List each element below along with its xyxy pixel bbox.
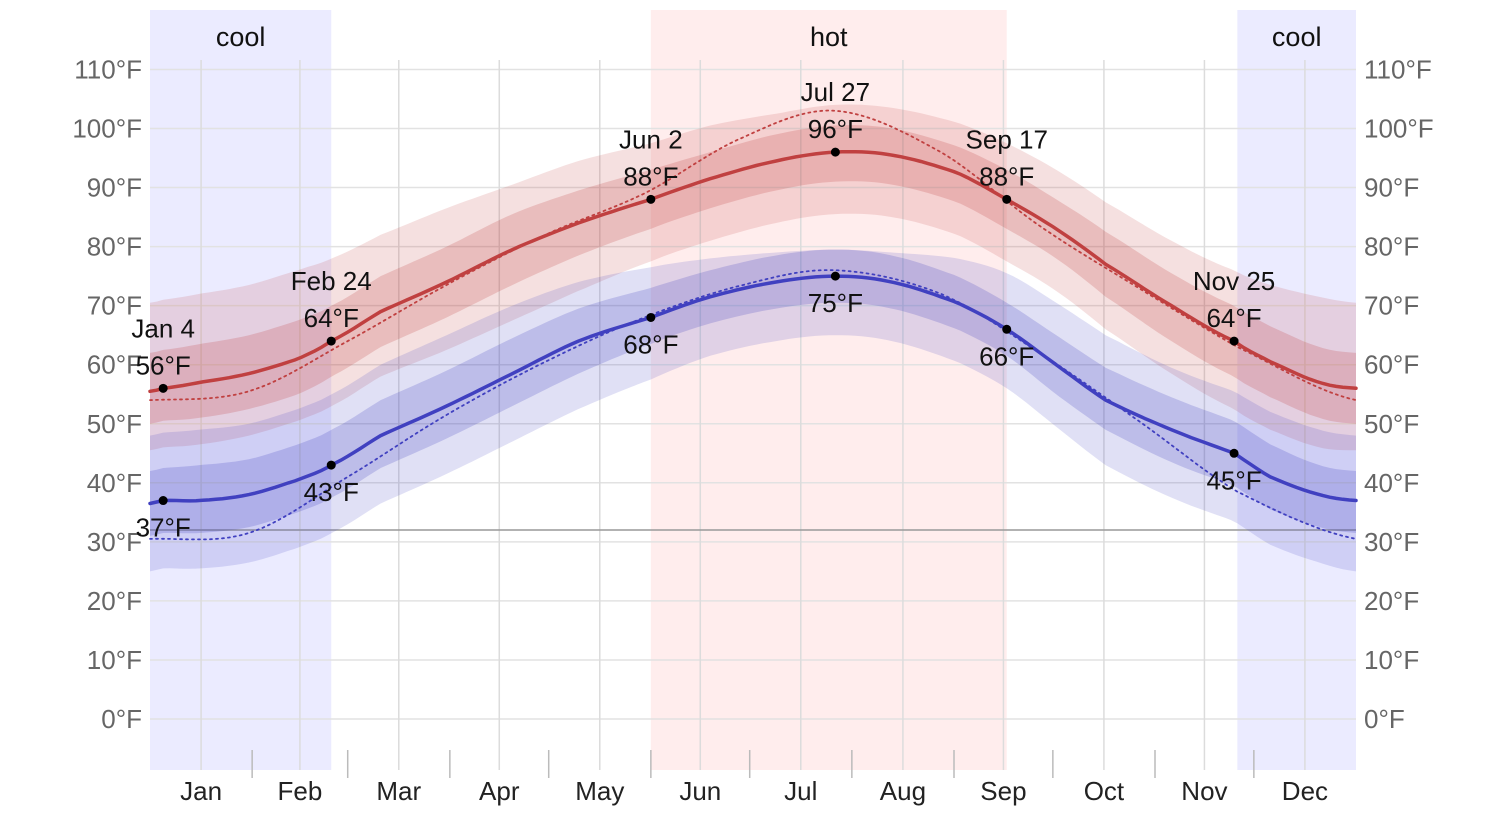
y-tick-left-110: 110°F bbox=[74, 54, 142, 84]
high-band-p10-p90 bbox=[150, 104, 1356, 451]
annotation-low-7-value: 43°F bbox=[304, 477, 359, 507]
y-tick-right-0: 0°F bbox=[1364, 704, 1405, 734]
month-label-Feb: Feb bbox=[278, 776, 323, 806]
x-axis-months: Jan Feb Mar Apr May Jun Jul Aug Sep Oct Nov Dec bbox=[180, 776, 1328, 806]
high-dotted-line bbox=[149, 109, 1357, 401]
month-label-Sep: Sep bbox=[980, 776, 1026, 806]
y-tick-right-100: 100°F bbox=[1364, 114, 1434, 144]
annotation-high-1-dot bbox=[326, 336, 336, 346]
y-tick-left-0: 0°F bbox=[101, 704, 142, 734]
month-label-Oct: Oct bbox=[1084, 776, 1125, 806]
annotation-high-4-value: 88°F bbox=[979, 161, 1034, 191]
season-band-cool bbox=[1237, 10, 1356, 770]
annotation-low-7-dot bbox=[326, 460, 336, 470]
annotation-high-1-date: Feb 24 bbox=[291, 266, 372, 296]
y-tick-left-50: 50°F bbox=[87, 409, 142, 439]
annotation-high-0-dot bbox=[158, 383, 168, 393]
month-label-Mar: Mar bbox=[376, 776, 421, 806]
annotation-low-11-value: 45°F bbox=[1206, 465, 1261, 495]
high-line bbox=[148, 149, 1358, 394]
month-label-Jul: Jul bbox=[784, 776, 817, 806]
annotation-low-9-value: 75°F bbox=[808, 288, 863, 318]
annotation-high-2-value: 88°F bbox=[623, 161, 678, 191]
y-tick-right-40: 40°F bbox=[1364, 468, 1419, 498]
month-label-Dec: Dec bbox=[1282, 776, 1328, 806]
y-tick-right-110: 110°F bbox=[1364, 54, 1432, 84]
y-axis-right: 0°F 10°F 20°F 30°F 40°F 50°F 60°F 70°F 80°F 90°F 1… bbox=[1364, 54, 1434, 734]
y-tick-right-20: 20°F bbox=[1364, 586, 1419, 616]
annotation-high-3-value: 96°F bbox=[808, 114, 863, 144]
annotation-low-8-dot bbox=[646, 312, 656, 322]
y-tick-right-80: 80°F bbox=[1364, 232, 1419, 262]
y-tick-left-80: 80°F bbox=[87, 232, 142, 262]
y-tick-left-60: 60°F bbox=[87, 350, 142, 380]
annotation-low-10-value: 66°F bbox=[979, 341, 1034, 371]
annotation-low-6-dot bbox=[158, 496, 168, 506]
annotation-low-10-dot bbox=[1002, 324, 1012, 334]
month-label-Apr: Apr bbox=[479, 776, 520, 806]
month-label-Nov: Nov bbox=[1181, 776, 1227, 806]
high-band-p25-p75 bbox=[150, 125, 1356, 424]
season-bands: cool hot cool bbox=[150, 10, 1356, 770]
month-label-Jun: Jun bbox=[679, 776, 721, 806]
annotation-high-4-date: Sep 17 bbox=[966, 124, 1048, 154]
annotations: 56°F Jan 4 64°F Feb 24 88°F Jun 2 96°F Jul 27 88… bbox=[131, 77, 1275, 542]
season-label-hot: hot bbox=[810, 22, 848, 52]
annotation-high-5-value: 64°F bbox=[1206, 303, 1261, 333]
y-axis-left: 0°F 10°F 20°F 30°F 40°F 50°F 60°F 70°F 80°F 90°F 1… bbox=[72, 54, 142, 734]
y-tick-left-20: 20°F bbox=[87, 586, 142, 616]
y-tick-right-30: 30°F bbox=[1364, 527, 1419, 557]
annotation-high-4-dot bbox=[1002, 194, 1012, 204]
annotation-low-9-dot bbox=[830, 271, 840, 281]
y-tick-right-90: 90°F bbox=[1364, 173, 1419, 203]
y-tick-left-90: 90°F bbox=[87, 173, 142, 203]
y-tick-left-10: 10°F bbox=[87, 645, 142, 675]
month-label-May: May bbox=[575, 776, 624, 806]
y-tick-right-70: 70°F bbox=[1364, 291, 1419, 321]
annotation-high-1-value: 64°F bbox=[304, 303, 359, 333]
annotation-high-5-date: Nov 25 bbox=[1193, 266, 1275, 296]
season-band-cool bbox=[150, 10, 332, 770]
y-tick-left-30: 30°F bbox=[87, 527, 142, 557]
low-line bbox=[148, 274, 1358, 506]
annotation-high-5-dot bbox=[1229, 336, 1239, 346]
annotation-high-0-value: 56°F bbox=[136, 350, 191, 380]
low-band-p25-p75 bbox=[150, 249, 1356, 536]
annotation-low-11-dot bbox=[1229, 448, 1239, 458]
annotation-high-3-date: Jul 27 bbox=[801, 77, 870, 107]
y-tick-right-50: 50°F bbox=[1364, 409, 1419, 439]
annotation-high-3-dot bbox=[830, 147, 840, 157]
annotation-low-8-value: 68°F bbox=[623, 329, 678, 359]
series-lines bbox=[148, 109, 1358, 541]
season-label-cool: cool bbox=[216, 22, 266, 52]
percentile-bands bbox=[150, 104, 1356, 572]
y-tick-right-10: 10°F bbox=[1364, 645, 1419, 675]
grid-lines bbox=[150, 60, 1356, 778]
month-label-Jan: Jan bbox=[180, 776, 222, 806]
month-label-Aug: Aug bbox=[880, 776, 926, 806]
low-dotted-line bbox=[149, 269, 1357, 541]
season-band-hot bbox=[650, 10, 1007, 770]
y-tick-left-100: 100°F bbox=[72, 114, 142, 144]
annotation-low-6-value: 37°F bbox=[136, 513, 191, 543]
annotation-high-0-date: Jan 4 bbox=[131, 313, 195, 343]
season-label-cool: cool bbox=[1272, 22, 1322, 52]
low-band-p10-p90 bbox=[150, 249, 1356, 572]
y-tick-left-70: 70°F bbox=[87, 291, 142, 321]
annotation-high-2-date: Jun 2 bbox=[619, 124, 683, 154]
annotation-high-2-dot bbox=[646, 194, 656, 204]
y-tick-left-40: 40°F bbox=[87, 468, 142, 498]
y-tick-right-60: 60°F bbox=[1364, 350, 1419, 380]
